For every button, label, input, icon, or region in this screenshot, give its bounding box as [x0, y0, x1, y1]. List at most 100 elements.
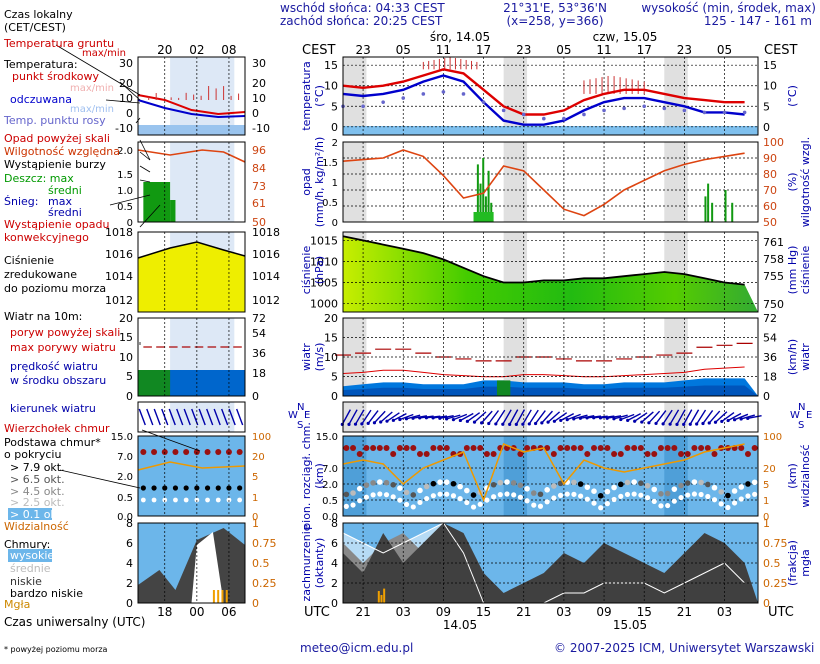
legend-y-tick: 36 [252, 347, 266, 360]
wind-arrow-head [494, 422, 497, 425]
footer-email[interactable]: meteo@icm.edu.pl [300, 641, 413, 655]
cloud-base-dot [678, 483, 684, 489]
cloud-base-dot [504, 479, 510, 485]
wind-arrow-head [708, 421, 711, 424]
cloud-base-dot [651, 487, 657, 493]
wind-arrow-head [559, 419, 562, 422]
cloud-base-dot [518, 495, 523, 500]
legend-y-tick: 1018 [252, 226, 280, 239]
cumulus-top-dot [477, 445, 483, 451]
cloud-base-dot [598, 505, 603, 510]
utc-tick-label: 03 [717, 605, 732, 619]
dew-point-dot [622, 107, 626, 111]
legend-y-tick: 10 [119, 351, 133, 364]
cloud-base-dot [344, 492, 350, 498]
cloud-base-dot [350, 502, 355, 507]
legend-base-dot-white [141, 498, 146, 503]
precip-bar [704, 196, 706, 222]
y-tick-label: 90 [763, 152, 777, 165]
wind-arrow-head [480, 421, 483, 424]
legend-pressure-1: Ciśnienie [4, 254, 54, 267]
legend-conv-2: konwekcyjnego [4, 231, 89, 244]
legend-y-tick: 20 [119, 312, 133, 325]
y-tick-label: 60 [763, 200, 777, 213]
wind-arrow-head [452, 418, 455, 421]
wind-arrow-head [398, 418, 401, 421]
cloud-base-dot [397, 485, 403, 491]
legend-base-dot [141, 485, 146, 490]
utc-tick-label: 21 [516, 605, 531, 619]
grid-text: (x=258, y=366) [506, 14, 603, 28]
dew-point-dot [422, 92, 426, 96]
legend-y-tick: 8 [126, 517, 133, 530]
cloud-base-dot [464, 488, 470, 494]
legend-gust-max: max porywy wiatru [10, 341, 116, 354]
cumulus-top-dot [698, 445, 704, 451]
cloud-base-dot [625, 480, 631, 486]
legend-mid-point: punkt środkowy [12, 70, 100, 83]
utc-tick-label: 09 [436, 605, 451, 619]
cloud-base-dot [524, 498, 529, 503]
cumulus-top-dot [377, 445, 383, 451]
utc-tick-label: 09 [596, 605, 611, 619]
y-tick-label: 10 [763, 80, 777, 93]
wind-arrow-head [367, 422, 370, 425]
legend-y-tick: 1 [252, 517, 259, 530]
y-tick-label: 100 [763, 136, 784, 149]
utc-tick-label: 15 [476, 605, 491, 619]
legend-felt: odczuwana [10, 93, 72, 106]
cloud-base-dot [585, 484, 591, 490]
legend-y-tick: 96 [252, 144, 266, 157]
cloud-base-dot [605, 501, 610, 506]
cloud-base-dot [618, 482, 624, 488]
wind-arrow-head [528, 422, 531, 425]
fog-bar [383, 589, 385, 603]
panel-side-label-right: (°C) [786, 85, 799, 107]
y-tick-label: 0 [331, 597, 338, 610]
wind-arrow-head [592, 416, 595, 419]
wind-arrow-head [727, 419, 730, 422]
legend-cumulus-dot [205, 449, 211, 455]
cloud-base-dot [752, 479, 758, 485]
cumulus-top-dot [705, 445, 711, 451]
legend-base-dot [173, 485, 178, 490]
y-tick-label: 15 [324, 59, 338, 72]
legend-storm: Wystąpienie burzy [4, 158, 106, 171]
legend-base-dot-white [237, 498, 242, 503]
cloud-base-dot [531, 503, 536, 508]
cloud-base-dot [497, 480, 503, 486]
legend-y-tick: 20 [252, 77, 266, 90]
y-tick-label: 5 [763, 480, 769, 491]
cumulus-top-dot [651, 451, 657, 457]
cloud-base-dot [538, 491, 544, 497]
cloud-base-dot [672, 486, 678, 492]
cloud-base-dot [678, 495, 683, 500]
cloud-base-dot [598, 493, 604, 499]
y-tick-label: 755 [763, 270, 784, 283]
cumulus-top-dot [752, 445, 758, 451]
legend-wind-area-green [138, 370, 170, 396]
cest-tick-label: 05 [717, 43, 732, 57]
cloud-base-dot [712, 497, 717, 502]
y-tick-label: 0.5 [763, 557, 781, 570]
cloud-base-dot [705, 482, 711, 488]
cloud-base-dot [344, 504, 349, 509]
cloud-base-dot [357, 498, 362, 503]
legend-utc-tick: 18 [157, 605, 172, 619]
wind-arrow-head [572, 417, 575, 420]
cest-tick-label: 23 [677, 43, 692, 57]
cumulus-top-dot [410, 445, 416, 451]
wind-arrow-head [579, 417, 582, 420]
legend-cest-tick: 08 [221, 43, 236, 57]
cumulus-top-dot [584, 451, 590, 457]
wind-arrow-head [385, 420, 388, 423]
wind-arrow-head [392, 419, 395, 422]
y-tick-label: 15.0 [316, 432, 338, 443]
legend-rain-area [143, 182, 170, 222]
legend-base-dot-white [173, 498, 178, 503]
legend-cloud-mid: średnie [10, 562, 51, 575]
wind-arrow-head [546, 421, 549, 424]
cloud-base-dot [424, 496, 429, 501]
legend-visibility: Widzialność [4, 520, 69, 533]
legend-y-tick: 72 [252, 312, 266, 325]
